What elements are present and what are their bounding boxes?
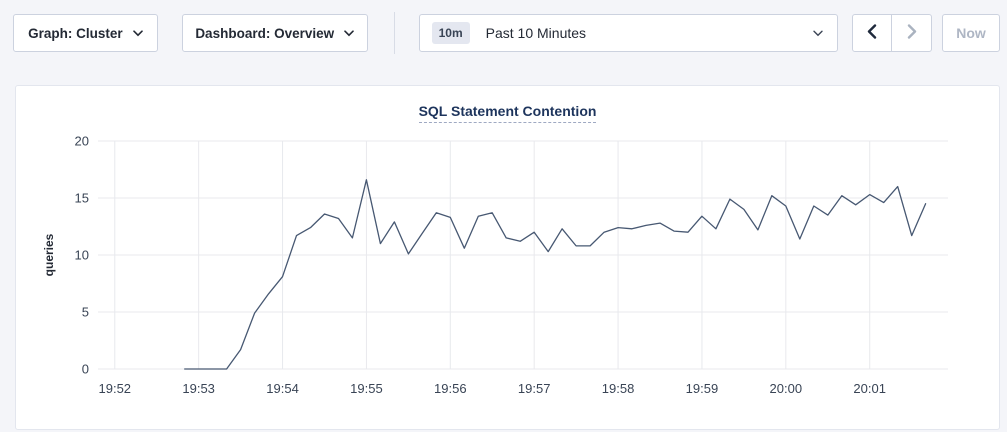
- graph-dropdown-label: Graph: Cluster: [28, 25, 123, 41]
- x-tick-label: 19:52: [99, 381, 132, 396]
- y-tick-label: 0: [82, 362, 89, 377]
- line-chart: 0 5 10 15 20 19:52 19:53 19:54 19:55 19:56 19:57 19…: [42, 134, 948, 396]
- time-range-label: Past 10 Minutes: [485, 25, 587, 41]
- dashboard-dropdown-label: Dashboard: Overview: [195, 25, 335, 41]
- y-tick-label: 20: [75, 135, 89, 149]
- toolbar: Graph: Cluster Dashboard: Overview 10m P…: [0, 0, 1007, 54]
- chart-title[interactable]: SQL Statement Contention: [418, 103, 597, 123]
- y-tick-label: 5: [82, 305, 89, 320]
- x-tick-label: 19:53: [182, 381, 215, 396]
- y-tick-label: 15: [75, 191, 89, 206]
- x-tick-label: 19:58: [602, 381, 635, 396]
- gridlines: [98, 140, 948, 370]
- graph-dropdown[interactable]: Graph: Cluster: [13, 14, 158, 52]
- chevron-down-icon: [132, 30, 143, 37]
- now-button[interactable]: Now: [942, 14, 1000, 52]
- x-tick-label: 19:54: [266, 381, 299, 396]
- next-time-button[interactable]: [892, 15, 931, 51]
- x-tick-label: 19:55: [350, 381, 383, 396]
- x-tick-label: 20:01: [853, 381, 886, 396]
- chart-line: [184, 179, 927, 370]
- x-tick-label: 19:59: [686, 381, 719, 396]
- x-tick-label: 20:00: [770, 381, 803, 396]
- x-tick-label: 19:57: [518, 381, 551, 396]
- chart-card: SQL Statement Contention 0 5 10 15 20 19:52 19…: [15, 85, 1000, 430]
- chevron-left-icon: [867, 24, 877, 42]
- chart-title-row: SQL Statement Contention: [16, 103, 999, 123]
- chevron-down-icon: [344, 30, 354, 37]
- toolbar-divider: [393, 12, 395, 54]
- time-range-selector[interactable]: 10m Past 10 Minutes: [418, 14, 839, 52]
- y-axis-label: queries: [42, 233, 56, 276]
- chevron-down-icon: [813, 30, 823, 37]
- previous-time-button[interactable]: [853, 15, 893, 51]
- y-tick-label: 10: [75, 248, 89, 263]
- dashboard-dropdown[interactable]: Dashboard: Overview: [181, 14, 368, 52]
- x-tick-label: 19:56: [434, 381, 467, 396]
- chart-canvas[interactable]: 0 5 10 15 20 19:52 19:53 19:54 19:55 19:56 19:57 19…: [16, 134, 999, 410]
- chevron-right-icon: [907, 24, 917, 42]
- time-step-group: [852, 14, 933, 52]
- time-range-badge: 10m: [431, 22, 470, 44]
